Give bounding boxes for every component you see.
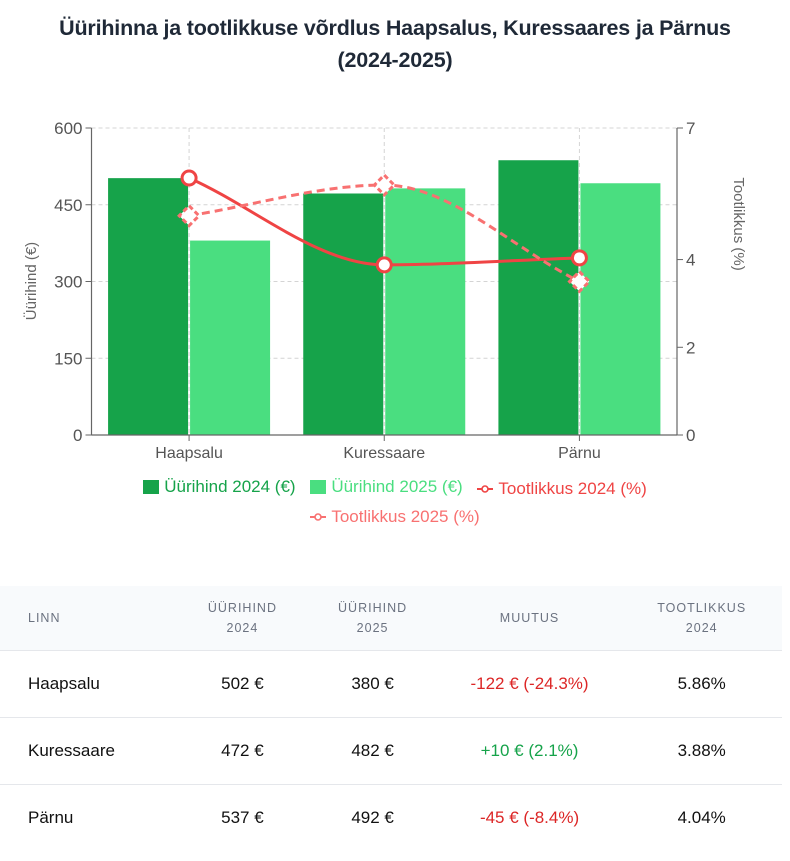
cell-city: Haapsalu xyxy=(0,650,178,718)
table-row: Kuressaare 472 € 482 € +10 € (2.1%) 3.88… xyxy=(0,717,782,785)
cell-city: Kuressaare xyxy=(0,717,178,785)
bar-rent-2024 xyxy=(303,193,384,435)
cell-rent-2025: 492 € xyxy=(351,808,394,827)
y-tick-label-left: 450 xyxy=(54,196,82,215)
cell-yield-2024: 5.86% xyxy=(621,650,782,718)
point-yield-2025 xyxy=(372,172,397,198)
cell-change: +10 € (2.1%) xyxy=(437,717,622,785)
cell-rent-2025: 482 € xyxy=(307,717,438,785)
cell-rent-2025: 380 € xyxy=(307,650,438,718)
header-change: MUUTUS xyxy=(437,586,622,651)
table-row: Pärnu 537 € 492 € -45 € (-8.4%) 4.04% xyxy=(0,785,782,852)
y-tick-label-right: 4 xyxy=(686,251,695,270)
legend-label: Tootlikkus 2024 (%) xyxy=(498,479,647,498)
chart-legend: Üürihind 2024 (€) Üürihind 2025 (€) Toot… xyxy=(0,473,790,531)
y-tick-label-right: 2 xyxy=(686,338,695,357)
point-yield-2024 xyxy=(375,256,393,274)
header-rent-2025: ÜÜRIHIND 2025 xyxy=(307,586,438,651)
cell-rent-2024: 472 € xyxy=(177,717,308,785)
y-tick-label-left: 600 xyxy=(54,119,82,138)
bars xyxy=(108,160,661,436)
bar-rent-2024 xyxy=(498,160,579,436)
x-tick-label: Kuressaare xyxy=(343,445,425,462)
legend-label: Tootlikkus 2025 (%) xyxy=(331,507,480,526)
bar-rent-2025 xyxy=(385,188,466,435)
comparison-table: LINN ÜÜRIHIND 2024 ÜÜRIHIND 2025 MUUTUS TO… xyxy=(0,586,782,851)
cell-yield-2024: 3.88% xyxy=(621,717,782,785)
chart-title-line-2: (2024-2025) xyxy=(337,48,453,72)
bar-rent-2025 xyxy=(190,240,271,435)
bar-rent-2024 xyxy=(108,178,189,436)
cell-rent-2024: 502 € xyxy=(177,650,308,718)
legend-swatch-rent-2025 xyxy=(310,480,327,494)
legend-item-yield-2024[interactable]: Tootlikkus 2024 (%) xyxy=(477,475,647,503)
point-yield-2024 xyxy=(570,249,588,267)
table-row: Haapsalu 502 € 380 € -122 € (-24.3%) 5.8… xyxy=(0,650,782,718)
point-yield-2025 xyxy=(177,203,202,228)
axes: 0 150 300 450 600 0 2 4 7 Haapsalu Kuressaare Pärnu xyxy=(54,119,695,462)
combo-chart: 0 150 300 450 600 0 2 4 7 Haapsalu Kuressaare Pärnu… xyxy=(22,119,747,462)
y-axis-left-title: Üürihind (€) xyxy=(22,242,40,320)
cell-rent-2024: 537 € xyxy=(221,808,264,827)
cell-change: -122 € (-24.3%) xyxy=(437,650,622,718)
point-yield-2025 xyxy=(567,269,592,294)
y-tick-label-right: 0 xyxy=(686,426,695,445)
table-header-row: LINN ÜÜRIHIND 2024 ÜÜRIHIND 2025 MUUTUS TO… xyxy=(0,586,782,651)
lines xyxy=(177,169,592,294)
point-yield-2024 xyxy=(180,169,198,187)
y-tick-label-left: 0 xyxy=(73,426,82,445)
cell-yield-2024: 4.04% xyxy=(677,808,726,827)
legend-item-yield-2025[interactable]: Tootlikkus 2025 (%) xyxy=(310,503,480,531)
legend-item-rent-2024[interactable]: Üürihind 2024 (€) xyxy=(143,473,296,501)
x-tick-label: Pärnu xyxy=(558,445,601,462)
header-city: LINN xyxy=(0,586,178,651)
header-rent-2024: ÜÜRIHIND 2024 xyxy=(177,586,308,651)
bar-rent-2025 xyxy=(580,183,661,435)
legend-item-rent-2025[interactable]: Üürihind 2025 (€) xyxy=(310,473,463,501)
legend-swatch-rent-2024 xyxy=(143,480,160,494)
cell-change: -45 € (-8.4%) xyxy=(479,808,580,827)
cell-city: Pärnu xyxy=(28,808,74,827)
y-tick-label-right: 7 xyxy=(686,119,695,138)
x-tick-label: Haapsalu xyxy=(155,445,223,462)
y-tick-label-left: 300 xyxy=(54,273,82,292)
legend-label: Üürihind 2024 (€) xyxy=(164,477,296,496)
header-yield-2024: TOOTLIKKUS 2024 xyxy=(621,586,782,651)
y-axis-right-title: Tootlikkus (%) xyxy=(730,177,747,270)
y-tick-label-left: 150 xyxy=(54,349,82,368)
line-marker-icon xyxy=(477,485,494,493)
dashed-line-marker-icon xyxy=(310,513,327,521)
legend-label: Üürihind 2025 (€) xyxy=(331,477,463,496)
chart-title: Üürihinna ja tootlikkuse võrdlus Haapsal… xyxy=(0,12,790,76)
chart-title-line-1: Üürihinna ja tootlikkuse võrdlus Haapsal… xyxy=(59,16,731,40)
